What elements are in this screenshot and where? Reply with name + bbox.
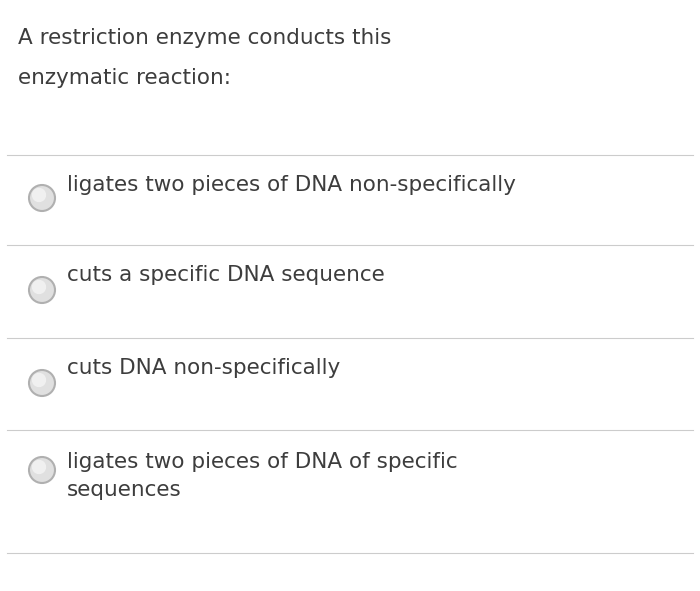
Text: A restriction enzyme conducts this: A restriction enzyme conducts this	[18, 28, 391, 48]
Text: enzymatic reaction:: enzymatic reaction:	[18, 68, 231, 88]
Text: cuts DNA non-specifically: cuts DNA non-specifically	[67, 358, 340, 378]
Circle shape	[29, 457, 55, 483]
Text: ligates two pieces of DNA non-specifically: ligates two pieces of DNA non-specifical…	[67, 175, 516, 195]
Circle shape	[29, 277, 55, 303]
Circle shape	[32, 188, 46, 202]
Text: cuts a specific DNA sequence: cuts a specific DNA sequence	[67, 265, 385, 285]
Circle shape	[32, 373, 46, 387]
Circle shape	[32, 460, 46, 474]
Circle shape	[32, 280, 46, 294]
Text: ligates two pieces of DNA of specific
sequences: ligates two pieces of DNA of specific se…	[67, 452, 458, 500]
Circle shape	[29, 185, 55, 211]
Circle shape	[29, 370, 55, 396]
